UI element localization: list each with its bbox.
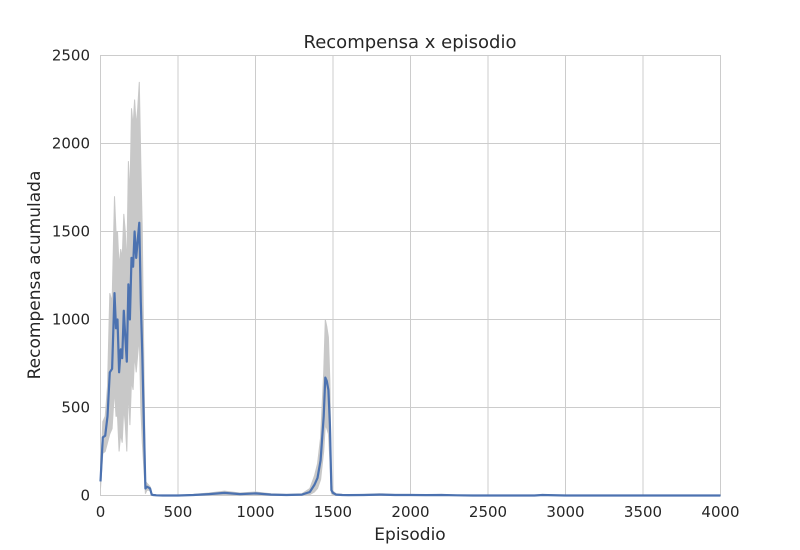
y-tick-label: 0 (80, 487, 90, 505)
x-tick-label: 1500 (314, 503, 352, 521)
y-tick-label: 1500 (52, 223, 90, 241)
x-tick-labels: 0 500 1000 1500 2000 2500 3000 3500 4000 (96, 503, 740, 521)
x-tick-label: 500 (164, 503, 193, 521)
x-axis-label: Episodio (374, 525, 445, 545)
x-tick-label: 0 (96, 503, 106, 521)
y-tick-label: 2000 (52, 135, 90, 153)
y-tick-label: 1000 (52, 311, 90, 329)
y-tick-label: 500 (61, 399, 90, 417)
chart-title: Recompensa x episodio (304, 32, 517, 53)
y-tick-label: 2500 (52, 47, 90, 65)
x-tick-label: 3000 (546, 503, 584, 521)
series-layer (99, 81, 721, 497)
y-tick-labels: 0 500 1000 1500 2000 2500 (52, 47, 90, 505)
mean-reward-line (99, 221, 721, 497)
x-tick-label: 2000 (391, 503, 429, 521)
y-axis-label: Recompensa acumulada (25, 171, 45, 380)
x-tick-label: 1000 (236, 503, 274, 521)
grid-lines-x (100, 55, 721, 496)
x-tick-label: 4000 (701, 503, 739, 521)
x-tick-label: 2500 (469, 503, 507, 521)
x-tick-label: 3500 (624, 503, 662, 521)
